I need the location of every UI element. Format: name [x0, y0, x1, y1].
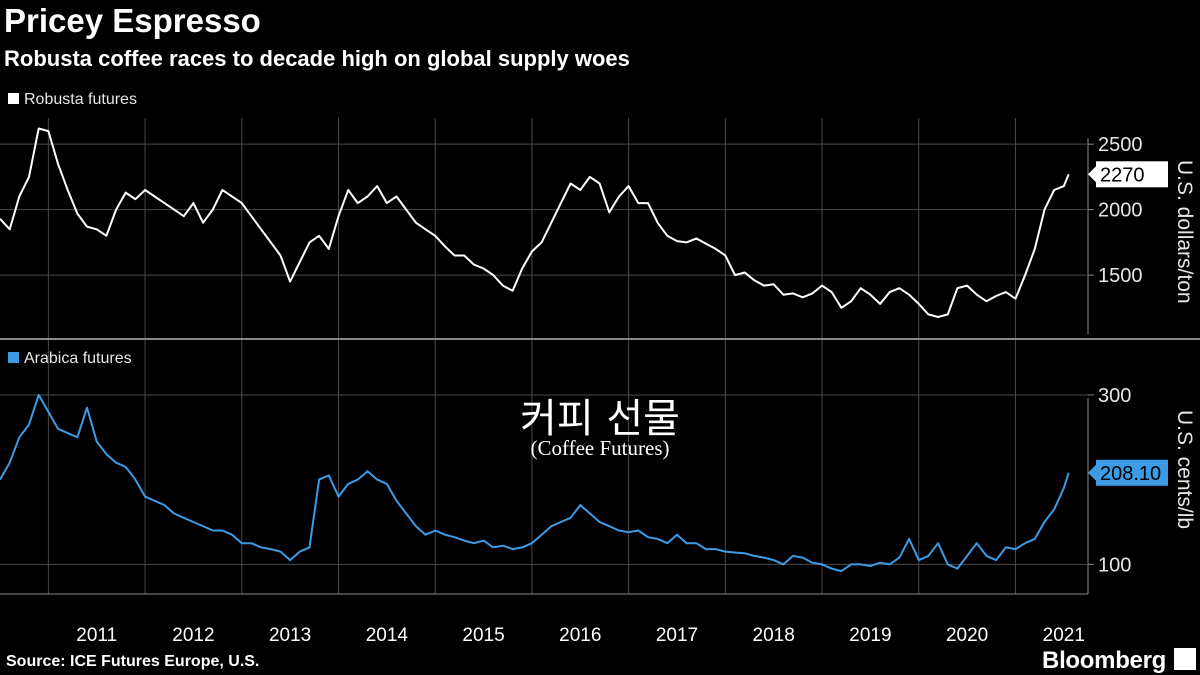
overlay-korean-title: 커피 선물: [520, 396, 680, 442]
x-tick-label-2014: 2014: [366, 625, 409, 646]
y-tick-label-100: 100: [1098, 554, 1131, 576]
series-line-1: [0, 393, 1070, 573]
legend-label-arabica: Arabica futures: [24, 350, 132, 367]
x-tick-label-2017: 2017: [656, 625, 698, 646]
x-tick-label-2015: 2015: [462, 625, 504, 646]
last-value-box-1: [1096, 459, 1168, 486]
y-tick-label-300: 300: [1098, 385, 1131, 407]
x-tick-label-2012: 2012: [172, 625, 214, 646]
y-axis-label-robusta: U.S. dollars/ton: [1173, 160, 1196, 304]
legend-label-robusta: Robusta futures: [24, 91, 137, 108]
x-tick-label-2021: 2021: [1043, 625, 1085, 646]
x-tick-label-2011: 2011: [76, 625, 117, 646]
source-note: Source: ICE Futures Europe, U.S.: [6, 653, 260, 670]
y-tick-label-1500: 1500: [1098, 265, 1143, 287]
legend-arabica: Arabica futures: [8, 350, 132, 368]
x-tick-label-2016: 2016: [559, 625, 601, 646]
y-tick-label-2500: 2500: [1098, 134, 1143, 156]
x-tick-label-2013: 2013: [269, 625, 311, 646]
legend-swatch-robusta: [8, 93, 19, 104]
chart-title: Pricey Espresso: [4, 2, 261, 39]
overlay-english-title: (Coffee Futures): [530, 436, 670, 460]
last-value-pointer-1: [1088, 464, 1096, 481]
last-value-label-0: 2270: [1100, 164, 1145, 186]
share-icon[interactable]: [1174, 648, 1196, 670]
last-value-label-1: 208.10: [1100, 463, 1161, 485]
last-value-pointer-0: [1088, 166, 1096, 183]
x-tick-label-2018: 2018: [753, 625, 795, 646]
legend-robusta: Robusta futures: [8, 91, 137, 109]
series-line-0: [0, 127, 1070, 318]
x-tick-label-2019: 2019: [849, 625, 891, 646]
legend-swatch-arabica: [8, 352, 19, 363]
y-axis-label-arabica: U.S. cents/lb: [1173, 410, 1196, 530]
y-tick-label-2000: 2000: [1098, 200, 1143, 222]
last-value-box-0: [1096, 161, 1168, 188]
x-tick-label-2020: 2020: [946, 625, 988, 646]
bloomberg-logo: Bloomberg: [1042, 647, 1166, 674]
chart-subtitle: Robusta coffee races to decade high on g…: [4, 46, 630, 71]
